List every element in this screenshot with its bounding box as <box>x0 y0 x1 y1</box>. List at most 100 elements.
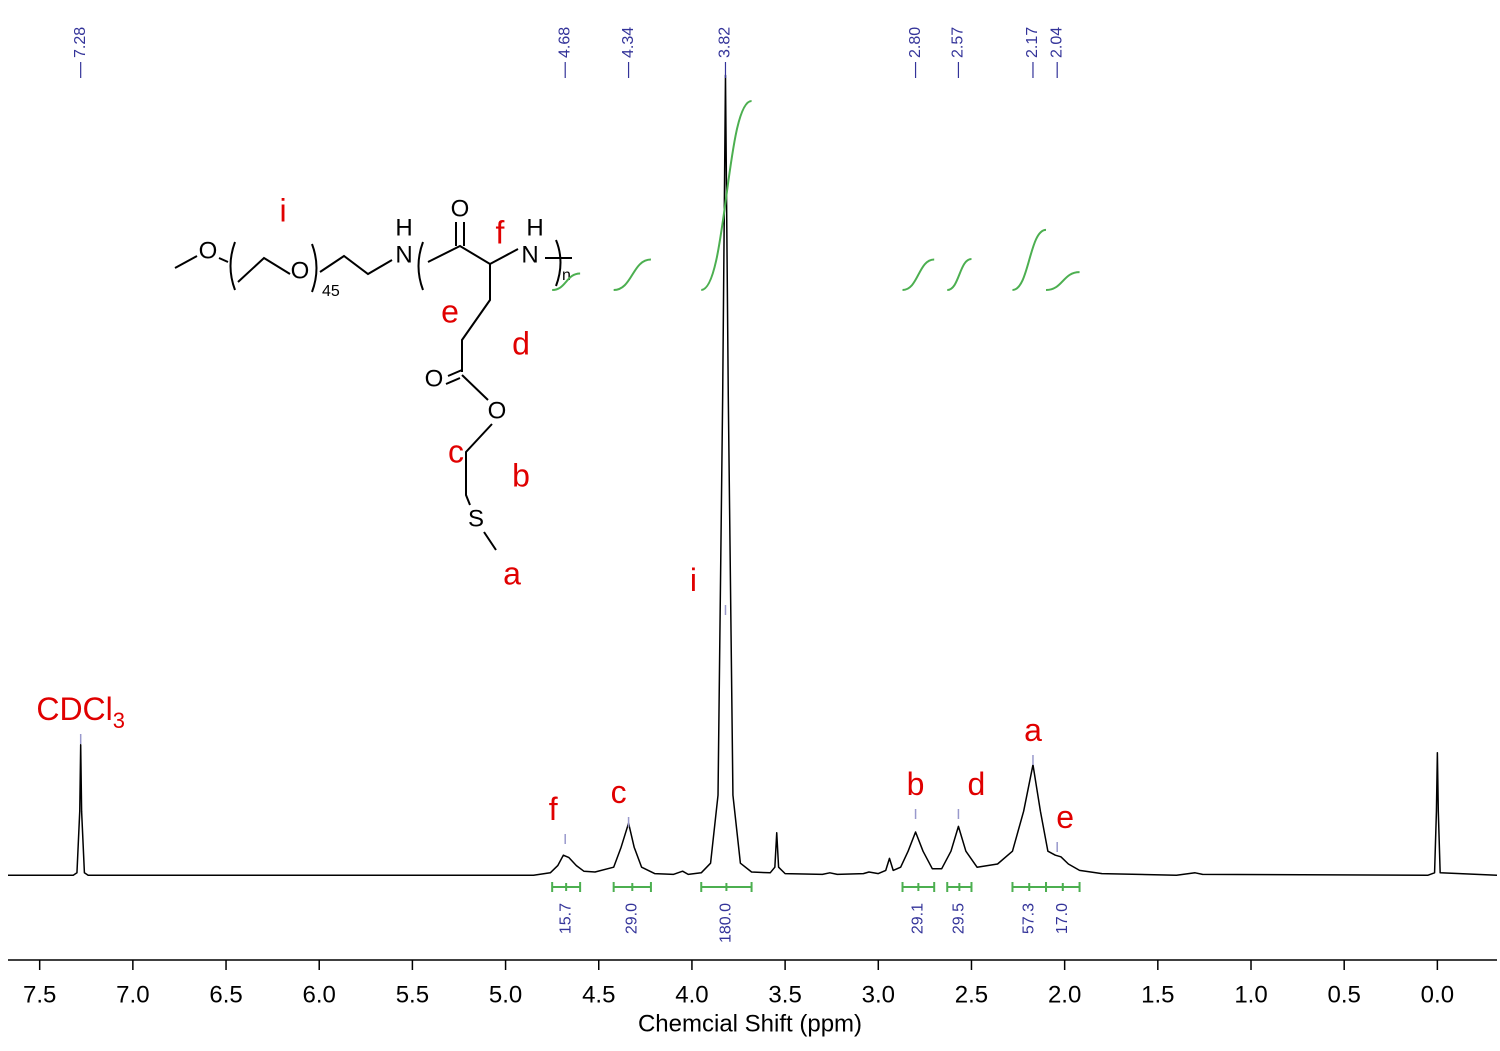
bracket <box>555 239 562 287</box>
peak-label: 2.04 <box>1048 27 1065 58</box>
peak-label: 3.82 <box>717 27 734 58</box>
x-tick-label: 6.5 <box>209 981 242 1008</box>
integral-curve <box>1045 271 1080 291</box>
x-tick-label: 7.5 <box>23 981 56 1008</box>
bracket <box>417 241 424 291</box>
proton-label: f <box>496 214 505 250</box>
x-tick-label: 5.5 <box>396 981 429 1008</box>
assignment-text: c <box>611 774 627 810</box>
atom: O <box>451 195 470 222</box>
proton-label: b <box>512 457 530 493</box>
bond <box>461 374 489 401</box>
proton-label: d <box>512 325 530 361</box>
proton-label: e <box>441 293 459 329</box>
integral-label: 180.0 <box>718 903 735 943</box>
atom: H <box>395 214 412 241</box>
atom: O <box>291 257 310 284</box>
peak-label: 4.34 <box>620 27 637 58</box>
x-tick-label: 4.0 <box>675 981 708 1008</box>
integral-range <box>612 882 652 892</box>
assignment-text: CDCl <box>36 691 112 727</box>
bond <box>218 257 229 263</box>
integral-range <box>551 882 582 892</box>
x-tick-label: 4.5 <box>582 981 615 1008</box>
x-tick-label: 0.5 <box>1327 981 1360 1008</box>
integral-range <box>700 882 753 892</box>
proton-label: i <box>279 192 286 228</box>
integral-label: 29.0 <box>624 903 641 934</box>
proton-label: c <box>448 433 464 469</box>
integral-label: 17.0 <box>1054 903 1071 934</box>
peak-label: 2.17 <box>1024 27 1041 58</box>
bond <box>427 244 519 266</box>
peak-label: 4.68 <box>556 27 573 58</box>
spectrum <box>8 74 1498 876</box>
x-tick-label: 1.5 <box>1141 981 1174 1008</box>
peak-assignment: f <box>549 791 558 827</box>
atom: N <box>521 241 538 268</box>
atom: O <box>199 237 218 264</box>
proton-label: a <box>503 555 521 591</box>
peak-assignment: b <box>907 766 925 802</box>
integral-range <box>1045 882 1081 892</box>
atom: O <box>425 365 444 392</box>
assignment-text: e <box>1056 799 1074 835</box>
peak-assignment: a <box>1024 712 1042 748</box>
x-tick-label: 2.5 <box>955 981 988 1008</box>
x-tick-label: 7.0 <box>116 981 149 1008</box>
bond <box>483 531 497 551</box>
chemical-structure: O O 45 H N O H N n O O S i f e d c b a <box>174 192 572 591</box>
peak-assignment: d <box>968 766 986 802</box>
integral-curve <box>902 258 935 291</box>
assignment-subscript: 3 <box>113 708 125 733</box>
bond <box>461 264 491 372</box>
bond <box>445 369 463 385</box>
integral-range <box>1011 882 1048 892</box>
integral-curve <box>1012 228 1047 291</box>
atom: H <box>526 214 543 241</box>
assignment-text: a <box>1024 712 1042 748</box>
integral-label: 29.1 <box>910 903 927 934</box>
assignment-text: f <box>549 791 558 827</box>
integral-range <box>946 882 973 892</box>
peak-label: 2.80 <box>907 27 924 58</box>
peak-label: 2.57 <box>950 27 967 58</box>
x-tick-label: 6.0 <box>303 981 336 1008</box>
assignment-text: d <box>968 766 986 802</box>
atom: O <box>488 397 507 424</box>
peak-assignment: i <box>690 562 697 598</box>
bond <box>465 423 493 506</box>
integral-label: 57.3 <box>1020 903 1037 934</box>
peak-label: 7.28 <box>72 27 89 58</box>
integral-curve <box>552 272 581 291</box>
integral-label: 29.5 <box>951 903 968 934</box>
atom: N <box>395 241 412 268</box>
integral-curve <box>946 258 972 291</box>
peak-assignment: e <box>1056 799 1074 835</box>
bond <box>455 222 465 246</box>
integral-label: 15.7 <box>557 903 574 934</box>
bond <box>319 254 393 276</box>
x-tick-label: 1.0 <box>1234 981 1267 1008</box>
assignment-text: b <box>907 766 925 802</box>
x-tick-label: 0.0 <box>1421 981 1454 1008</box>
bracket <box>229 241 236 291</box>
subscript: n <box>562 267 571 284</box>
bracket <box>311 243 318 293</box>
x-tick-label: 5.0 <box>489 981 522 1008</box>
bond <box>174 255 198 269</box>
x-axis-title: Chemcial Shift (ppm) <box>638 1010 862 1037</box>
x-tick-label: 3.5 <box>768 981 801 1008</box>
atom: S <box>468 505 484 532</box>
x-tick-label: 3.0 <box>862 981 895 1008</box>
subscript: 45 <box>322 283 340 300</box>
assignment-text: i <box>690 562 697 598</box>
peak-assignment: CDCl3 <box>36 691 125 732</box>
integral-curve <box>613 258 652 291</box>
peak-assignment: c <box>611 774 627 810</box>
integral-range <box>901 882 936 892</box>
integral-curve <box>700 100 752 291</box>
bond <box>237 256 291 283</box>
